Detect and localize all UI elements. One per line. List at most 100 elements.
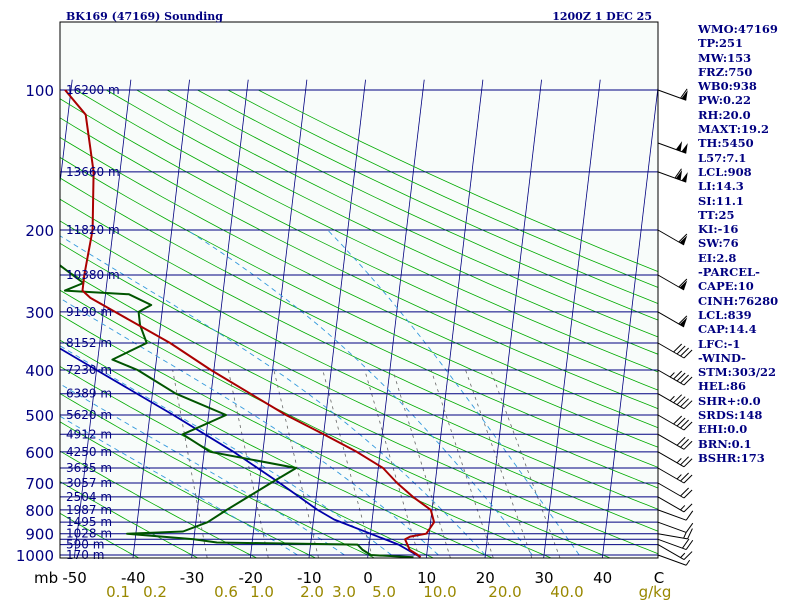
dry-adiabat-line (60, 98, 658, 391)
barb-staff (657, 89, 687, 101)
mb-unit-label: mb (34, 569, 58, 587)
barb-half (680, 505, 686, 511)
index-line: -PARCEL- (698, 265, 760, 280)
wind-barb (657, 342, 693, 359)
barb-full (680, 398, 689, 408)
plot-background (60, 22, 658, 558)
height-label: 2504 m (66, 490, 112, 504)
index-line: LFC:-1 (698, 336, 741, 351)
barb-full (680, 472, 689, 482)
barb-staff (657, 482, 685, 499)
wind-barb (657, 311, 688, 328)
barb-staff (657, 496, 685, 513)
barb-full (680, 374, 689, 384)
barb-staff (657, 509, 687, 521)
pressure-tick-label: 100 (25, 82, 54, 100)
wind-barb (657, 141, 688, 154)
temperature-tick-label: -40 (121, 569, 146, 587)
index-line: SHR+:0.0 (698, 393, 761, 408)
barb-full (676, 396, 686, 406)
dry-adiabat-line (60, 393, 376, 558)
dry-adiabat-line (75, 89, 658, 373)
dry-adiabat-line (106, 89, 658, 355)
temperature-tick-label: -10 (297, 569, 322, 587)
wind-barb (657, 88, 688, 101)
dry-adiabat-line (60, 289, 612, 558)
barb-pennant (681, 143, 688, 154)
index-line: MW:153 (698, 50, 752, 65)
temperature-tick-label: -50 (62, 569, 87, 587)
index-line: BRN:0.1 (698, 436, 752, 451)
barb-full (683, 421, 693, 431)
barb-full (673, 415, 683, 425)
time-title: 1200Z 1 DEC 25 (552, 10, 652, 23)
barb-staff (657, 311, 685, 328)
barb-half (676, 474, 682, 480)
index-line: EHI:0.0 (698, 422, 748, 437)
index-line: HEL:86 (698, 379, 746, 394)
wind-barbs (657, 22, 694, 566)
index-line: CINH:76280 (698, 293, 779, 308)
barb-full (685, 539, 694, 550)
barb-staff (657, 538, 687, 551)
mixing-ratio-line (364, 369, 420, 558)
index-line: KI:-16 (698, 222, 739, 237)
wind-barb (657, 168, 688, 183)
mixing-ratio-tick-label: 2.0 (300, 583, 324, 600)
dry-adiabat-line (60, 198, 658, 489)
barb-full (680, 456, 689, 466)
barb-half (680, 552, 686, 558)
isotherm-line (73, 79, 132, 558)
barb-staff (657, 369, 685, 386)
dry-adiabat-line (197, 89, 658, 304)
barb-staff (657, 274, 685, 291)
temperature-tick-label: 0 (363, 569, 373, 587)
height-label: 13660 m (66, 165, 120, 179)
barb-pennant (675, 141, 683, 152)
index-line: STM:303/22 (698, 365, 777, 380)
height-label: 1028 m (66, 527, 112, 541)
barb-staff (657, 229, 685, 246)
mixing-ratio-tick-label: 0.1 (106, 583, 130, 600)
moist-adiabat-line (60, 415, 298, 556)
isotherm-line (484, 79, 542, 558)
pressure-tick-label: 900 (25, 526, 54, 544)
barb-staff (657, 544, 685, 561)
mixing-ratio-tick-label: 1.0 (250, 583, 274, 600)
pressure-tick-label: 600 (25, 444, 54, 462)
barb-full (673, 394, 683, 404)
wind-barb (657, 229, 688, 246)
mixing-ratio-tick-label: 0.6 (214, 583, 238, 600)
index-line: MAXT:19.2 (698, 122, 769, 137)
barb-full (678, 278, 688, 288)
wind-barb (657, 509, 694, 521)
barb-staff (657, 171, 687, 183)
mixing-ratio-tick-label: 20.0 (488, 583, 521, 600)
celsius-unit-label: C (654, 569, 664, 587)
barb-full (682, 538, 690, 549)
height-label: 4250 m (66, 445, 112, 459)
barb-full (678, 233, 688, 243)
index-line: WB0:938 (698, 79, 757, 94)
barb-staff (657, 533, 688, 540)
mixing-ratio-line (392, 369, 451, 558)
barb-full (680, 88, 688, 99)
height-label: 1495 m (66, 515, 112, 529)
wind-barb (657, 433, 693, 450)
index-line: TH:5450 (698, 136, 754, 151)
barb-staff (657, 433, 685, 450)
mixing-ratio-unit-label: g/kg (639, 583, 672, 600)
wind-barb (657, 544, 693, 561)
temperature-tick-label: 30 (534, 569, 553, 587)
isobar-lines (60, 89, 658, 556)
isotherm-line (308, 79, 366, 558)
barb-pennant (679, 235, 688, 245)
pressure-tick-label: 400 (25, 362, 54, 380)
pressure-tick-label: 300 (25, 304, 54, 322)
barb-half (669, 372, 675, 378)
wind-barb (657, 369, 693, 386)
isotherm-line (60, 79, 73, 187)
station-title: BK169 (47169) Sounding (66, 10, 223, 23)
barb-pennant (681, 172, 688, 183)
